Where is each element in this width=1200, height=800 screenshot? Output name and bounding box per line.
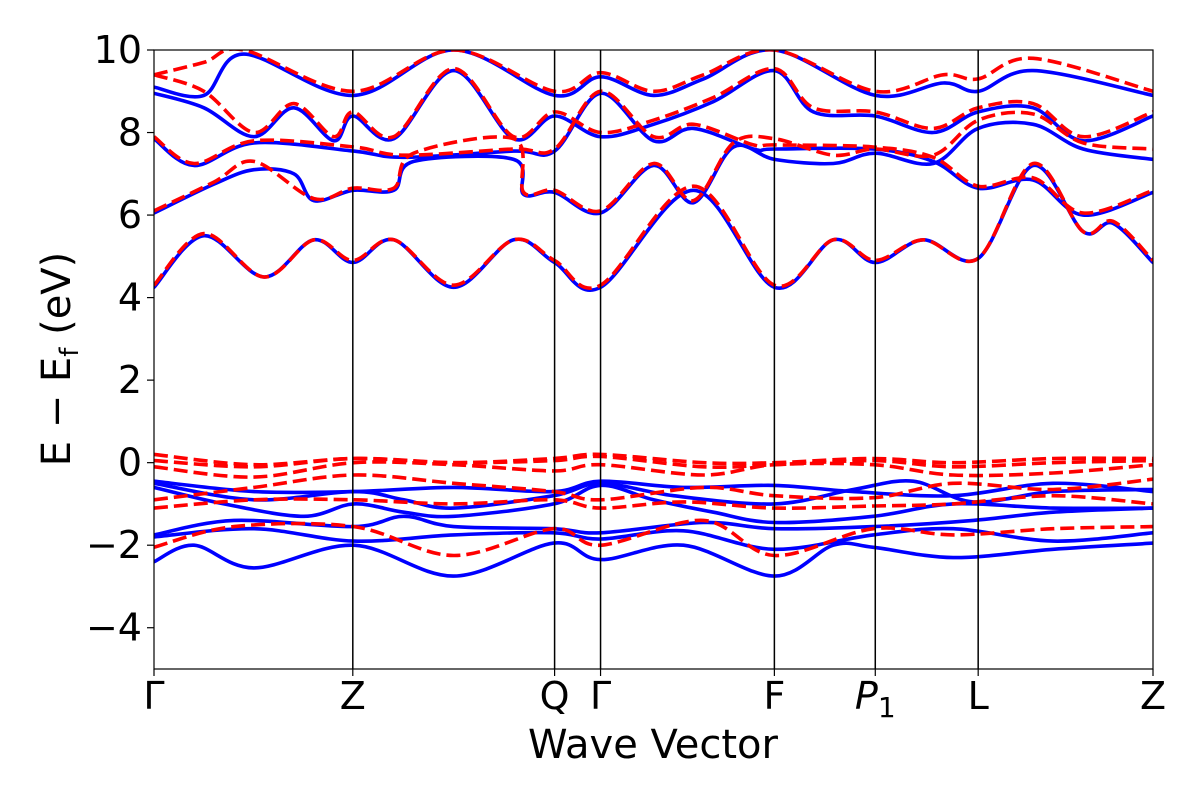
y-tick-label-5: 6: [118, 193, 142, 237]
red-dashed-band-1-5: [154, 452, 1153, 467]
y-tick-label-2: 0: [118, 441, 142, 485]
blue-solid-band-0-0: [154, 541, 1153, 578]
y-axis: −4 −2 0 2 4 6 8 10: [86, 28, 154, 650]
x-tick-label-0: Γ: [143, 674, 164, 718]
blue-solid-band-2-0: [154, 163, 1153, 292]
x-tick-label-1: Z: [340, 674, 366, 718]
y-axis-title: E − Ef (eV): [34, 252, 85, 467]
y-axis-title-subscript: f: [55, 347, 85, 357]
x-tick-label-5: P1: [855, 674, 896, 724]
blue-solid-band-0-5: [154, 479, 1153, 498]
y-tick-label-7: 10: [94, 28, 142, 72]
x-tick-label-2: Q: [540, 674, 570, 718]
y-axis-title-unit: (eV): [34, 252, 80, 348]
x-tick-label-6: L: [968, 674, 989, 718]
y-axis-title-main: E − E: [34, 357, 80, 467]
red-dashed-band-3-0: [154, 161, 1153, 290]
y-tick-label-0: −4: [86, 606, 142, 650]
red-dashed-band-1-1: [154, 493, 1153, 511]
y-tick-label-1: −2: [86, 523, 142, 567]
red-dashed-band-3-2: [154, 89, 1153, 215]
x-axis-title: Wave Vector: [528, 722, 779, 768]
x-tick-label-7: Z: [1140, 674, 1166, 718]
y-tick-label-6: 8: [118, 111, 142, 155]
red-dashed-band-1-3: [154, 460, 1153, 479]
x-tick-label-4: F: [763, 674, 785, 718]
x-tick-label-3: Γ: [590, 674, 611, 718]
y-tick-label-3: 2: [118, 358, 142, 402]
red-dashed-band-1-4: [154, 454, 1153, 470]
y-tick-label-4: 4: [118, 276, 142, 320]
x-axis: Γ Z Q Γ F P1 L Z: [143, 669, 1166, 724]
red-dashed-band-1-2: [154, 473, 1153, 502]
blue-solid-band-2-4: [154, 50, 1153, 99]
plot-frame: [153, 49, 1154, 670]
red-dashed-band-3-4: [154, 50, 1153, 94]
red-dashed-band-3-1: [154, 110, 1153, 214]
bands-layer: [154, 50, 1153, 578]
red-dashed-band-1-0: [154, 518, 1153, 558]
blue-solid-band-0-2: [154, 506, 1153, 537]
kpoint-lines-layer: [352, 50, 979, 669]
